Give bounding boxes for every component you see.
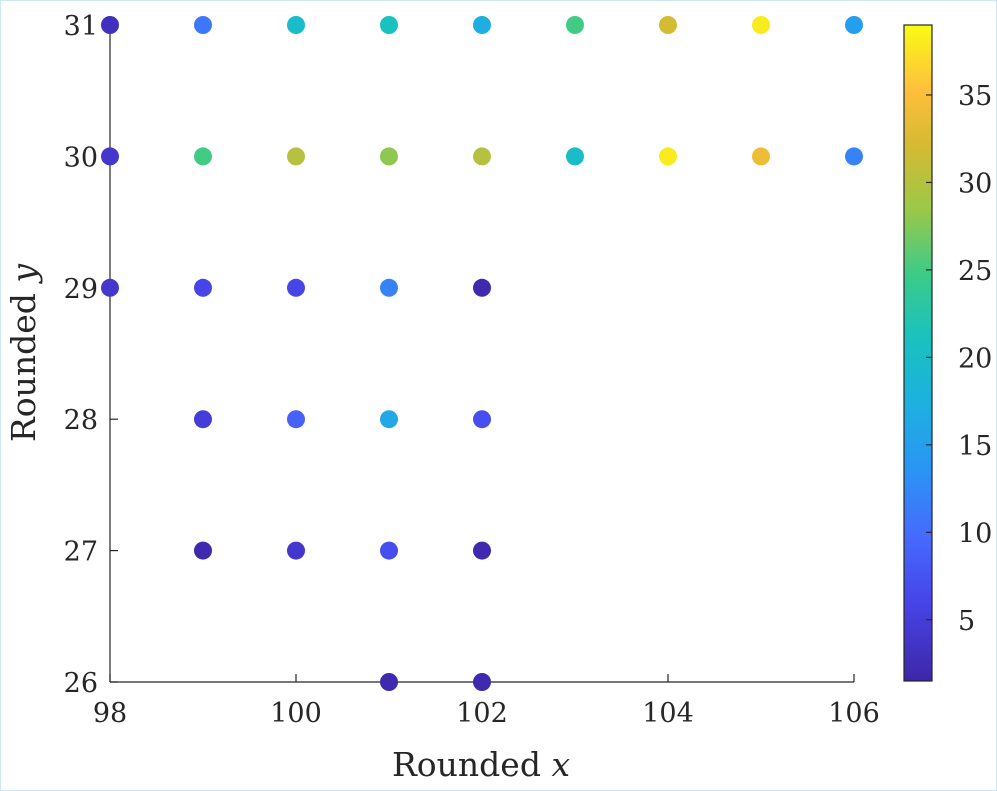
colorbar-tick-label: 5 bbox=[958, 606, 975, 637]
scatter-point bbox=[194, 278, 212, 297]
scatter-point bbox=[845, 147, 863, 166]
scatter-point bbox=[566, 147, 584, 166]
colorbar-tick-label: 25 bbox=[958, 256, 992, 287]
scatter-point bbox=[473, 278, 491, 297]
scatter-point bbox=[845, 16, 863, 34]
scatter-point bbox=[101, 147, 119, 166]
colorbar-tick-label: 10 bbox=[958, 518, 992, 549]
scatter-point bbox=[380, 16, 398, 34]
colorbar-tick-label: 30 bbox=[958, 168, 992, 199]
scatter-point bbox=[659, 16, 677, 34]
y-tick-label: 28 bbox=[64, 405, 98, 436]
colorbar-tick-label: 20 bbox=[958, 343, 992, 374]
scatter-point bbox=[380, 410, 398, 429]
x-axis-label: Rounded x bbox=[392, 745, 571, 784]
colorbar-tick-label: 15 bbox=[958, 431, 992, 462]
scatter-point bbox=[287, 410, 305, 429]
scatter-point bbox=[566, 16, 584, 34]
scatter-point bbox=[752, 147, 770, 166]
scatter-point bbox=[287, 147, 305, 166]
x-tick-label: 104 bbox=[642, 698, 694, 729]
colorbar: 5 10 15 20 25 30 35 bbox=[903, 24, 992, 682]
x-tick-label: 102 bbox=[456, 698, 508, 729]
y-tick-label: 27 bbox=[64, 537, 98, 568]
scatter-point bbox=[659, 147, 677, 166]
scatter-point bbox=[194, 16, 212, 34]
axes: 98 100 102 104 106 26 27 28 29 30 31 bbox=[64, 11, 880, 729]
points-layer bbox=[101, 16, 863, 691]
scatter-point bbox=[473, 147, 491, 166]
scatter-point bbox=[752, 16, 770, 34]
colorbar-gradient bbox=[903, 24, 933, 682]
scatter-point bbox=[380, 278, 398, 297]
scatter-point bbox=[194, 541, 212, 560]
y-tick-label: 31 bbox=[64, 11, 98, 42]
scatter-point bbox=[194, 147, 212, 166]
scatter-point bbox=[380, 541, 398, 560]
x-tick-label: 98 bbox=[93, 698, 127, 729]
scatter-point bbox=[473, 541, 491, 560]
scatter-point bbox=[287, 278, 305, 297]
x-tick-label: 106 bbox=[828, 698, 880, 729]
scatter-point bbox=[473, 410, 491, 429]
y-tick-label: 30 bbox=[64, 142, 98, 173]
scatter-point bbox=[473, 16, 491, 34]
scatter-point bbox=[194, 410, 212, 429]
y-tick-label: 26 bbox=[64, 668, 98, 699]
scatter-point bbox=[287, 541, 305, 560]
y-axis-label: Rounded y bbox=[4, 264, 43, 443]
y-tick-label: 29 bbox=[64, 274, 98, 305]
scatter-point bbox=[380, 147, 398, 166]
x-tick-label: 100 bbox=[270, 698, 322, 729]
scatter-point bbox=[101, 278, 119, 297]
colorbar-tick-label: 35 bbox=[958, 81, 992, 112]
scatter-point bbox=[380, 673, 398, 691]
scatter-point bbox=[101, 16, 119, 34]
scatter-point bbox=[473, 673, 491, 691]
scatter-point bbox=[287, 16, 305, 34]
